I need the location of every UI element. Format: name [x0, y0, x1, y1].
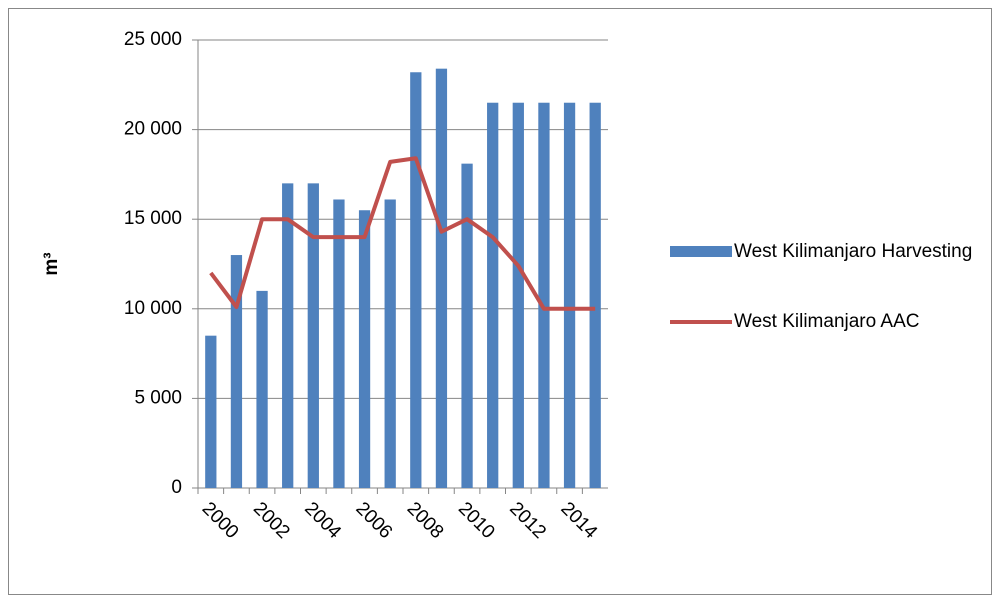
bar — [538, 102, 550, 488]
legend-label: West Kilimanjaro AAC — [734, 311, 920, 332]
legend-swatch — [670, 246, 732, 257]
y-tick-label: 0 — [171, 477, 182, 498]
bar — [333, 199, 345, 488]
y-tick-label: 25 000 — [124, 29, 182, 50]
line — [209, 156, 596, 311]
bar — [487, 102, 499, 488]
bar — [563, 102, 576, 488]
legend-label: West Kilimanjaro Harvesting — [734, 241, 973, 262]
y-axis-label: m³ — [41, 252, 62, 275]
bar — [205, 335, 217, 488]
bar — [512, 102, 524, 488]
bar — [435, 68, 448, 488]
y-tick-label: 10 000 — [124, 298, 182, 319]
chart-frame — [8, 8, 992, 595]
y-tick-label: 5 000 — [134, 387, 182, 408]
bar — [307, 183, 319, 489]
bar — [410, 72, 422, 489]
bar — [384, 199, 396, 488]
y-tick-label: 20 000 — [124, 119, 182, 140]
bar — [282, 183, 294, 489]
y-tick-label: 15 000 — [124, 208, 182, 229]
bar — [461, 163, 473, 488]
bar — [256, 290, 268, 488]
bar — [230, 255, 243, 488]
bar — [589, 102, 601, 488]
bar — [358, 210, 371, 489]
